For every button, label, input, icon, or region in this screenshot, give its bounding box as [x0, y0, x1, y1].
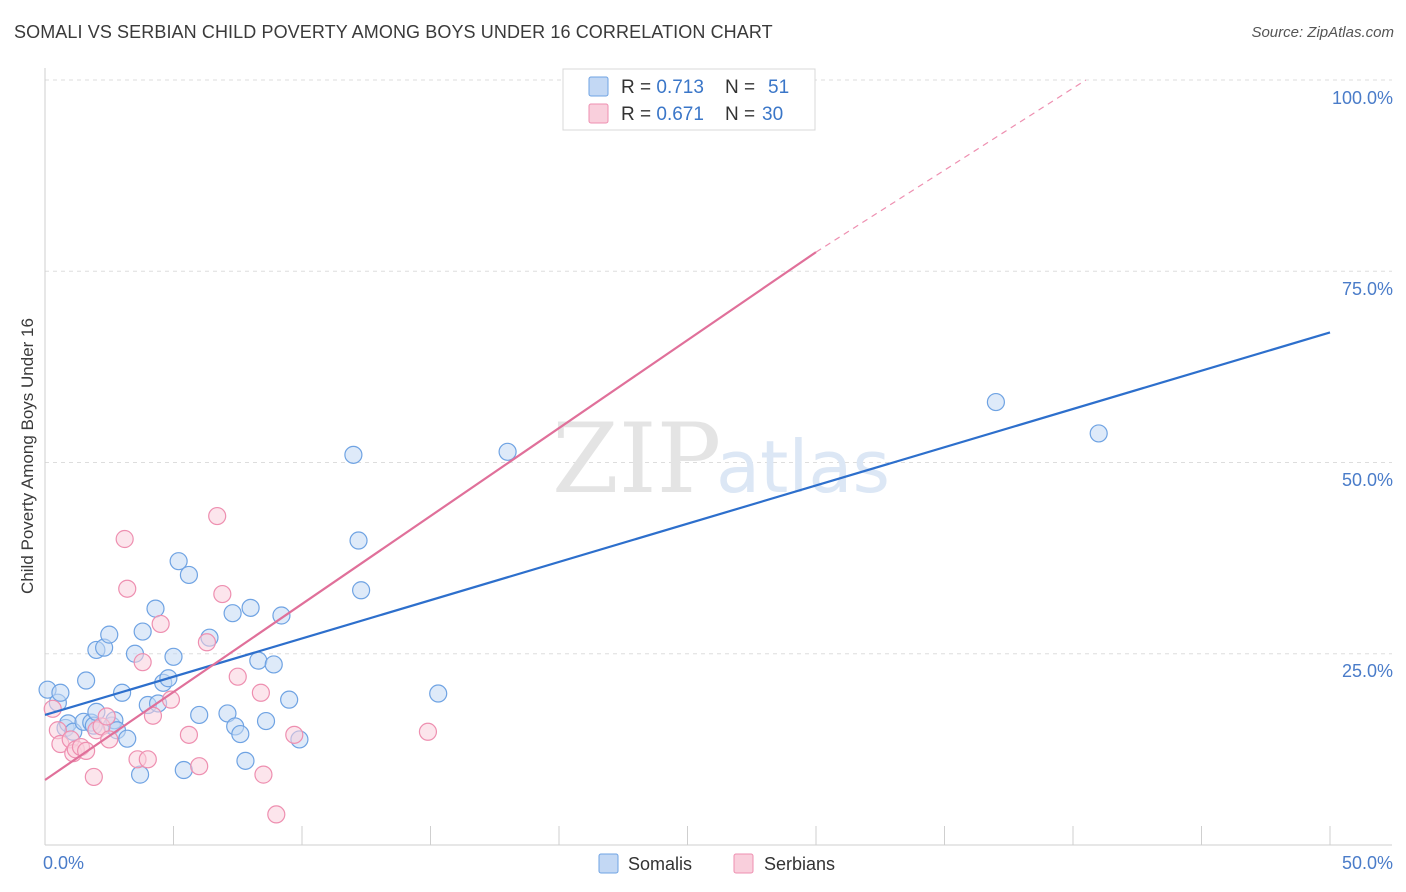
legend-swatch-somalis — [588, 76, 609, 97]
chart-title: SOMALI VS SERBIAN CHILD POVERTY AMONG BO… — [14, 22, 773, 42]
serbian-point — [84, 767, 103, 787]
serbian-point — [228, 667, 247, 686]
legend-row-serbians: R = 0.671 N = 30 — [621, 104, 783, 125]
source-credit: Source: ZipAtlas.com — [1251, 24, 1394, 41]
serbians-trend-line — [44, 251, 817, 781]
grid-lines — [45, 79, 1392, 655]
somali-point — [236, 751, 255, 770]
serbian-point — [213, 584, 232, 604]
somali-point — [174, 760, 193, 780]
legend-r-label-somalis: R = — [621, 77, 656, 98]
somali-point — [1089, 424, 1108, 443]
serbian-point — [151, 614, 170, 634]
legend: R = 0.713 N = 51 R = 0.671 N = 30 — [562, 68, 816, 131]
legend-n-label-somalis: N = — [725, 77, 760, 98]
serbian-point — [115, 529, 134, 549]
serbian-point — [267, 805, 286, 824]
legend-r-value-serbians: 0.671 — [656, 104, 704, 125]
serbian-point — [118, 579, 137, 598]
somali-point — [349, 531, 368, 550]
serbian-point — [138, 750, 157, 769]
serbian-point — [100, 730, 119, 749]
watermark-atlas: atlas — [716, 425, 890, 509]
serbians-trend-extension — [815, 79, 1087, 253]
serbian-point — [133, 653, 152, 672]
legend-swatch-serbians — [588, 103, 609, 124]
somali-point — [498, 442, 517, 461]
x-tick-0: 0.0% — [43, 853, 84, 873]
serbian-point — [197, 633, 217, 652]
y-tick-25: 25.0% — [1342, 661, 1393, 681]
somalis-points — [38, 392, 1108, 784]
somali-point — [344, 445, 363, 464]
legend-n-value-serbians: 30 — [762, 104, 783, 125]
somali-point — [352, 581, 371, 600]
y-tick-100: 100.0% — [1332, 88, 1393, 108]
legend-n-value-somalis: 51 — [768, 77, 789, 98]
serbian-point — [208, 506, 227, 526]
serbian-point — [285, 725, 304, 744]
somali-point — [133, 622, 152, 641]
somali-point — [130, 765, 150, 784]
somali-point — [264, 655, 283, 674]
legend-n-label-serbians: N = — [725, 104, 760, 125]
serbian-point — [97, 707, 116, 726]
bottom-legend-swatch-serbians — [733, 853, 754, 874]
serbian-point — [179, 725, 199, 744]
x-tick-50: 50.0% — [1342, 853, 1393, 873]
somali-point — [190, 705, 209, 725]
somali-point — [164, 647, 183, 666]
somali-point — [256, 711, 276, 731]
serbian-point — [251, 683, 270, 702]
x-axis-ticks — [44, 826, 1331, 845]
bottom-legend-swatch-somalis — [598, 853, 619, 874]
somali-point — [51, 683, 70, 702]
somali-point — [100, 625, 119, 644]
y-tick-50: 50.0% — [1342, 470, 1393, 490]
somali-point — [118, 729, 137, 748]
y-tick-labels: 100.0% 75.0% 50.0% 25.0% — [1332, 88, 1393, 681]
bottom-legend-somalis: Somalis — [628, 854, 692, 874]
serbian-point — [418, 722, 438, 741]
somali-point — [231, 724, 250, 744]
somali-point — [179, 565, 199, 585]
somali-point — [146, 599, 165, 618]
y-axis-label: Child Poverty Among Boys Under 16 — [18, 318, 37, 594]
somali-point — [280, 690, 299, 709]
somali-point — [241, 598, 260, 617]
somali-point — [986, 392, 1006, 412]
somali-point — [169, 552, 188, 571]
somali-point — [223, 604, 242, 623]
serbian-point — [254, 765, 273, 784]
somali-point — [429, 684, 448, 703]
bottom-legend: Somalis Serbians — [598, 853, 835, 874]
somalis-trend-line — [44, 331, 1331, 717]
serbian-point — [190, 757, 209, 776]
legend-row-somalis: R = 0.713 N = 51 — [621, 77, 789, 98]
legend-r-value-somalis: 0.713 — [656, 77, 704, 98]
bottom-legend-serbians: Serbians — [764, 854, 835, 874]
legend-r-label-serbians: R = — [621, 104, 656, 125]
y-tick-75: 75.0% — [1342, 279, 1393, 299]
somali-point — [249, 651, 268, 670]
watermark-zip: ZIP — [552, 403, 721, 515]
somali-point — [77, 671, 96, 690]
